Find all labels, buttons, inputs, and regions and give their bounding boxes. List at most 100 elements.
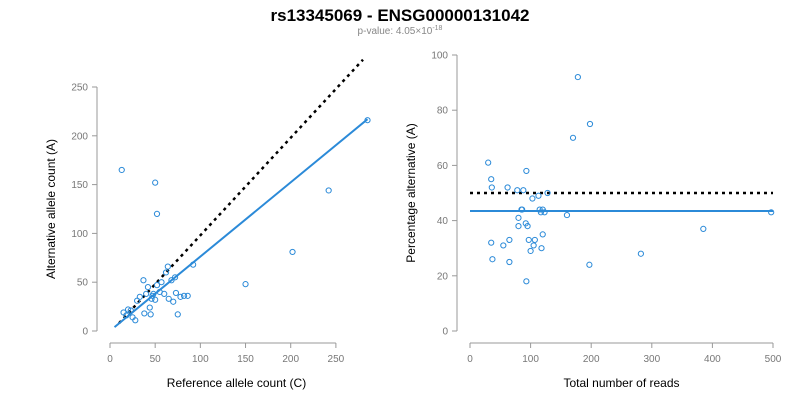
left-data-point — [364, 117, 371, 124]
right-data-point — [530, 242, 537, 249]
left-data-point — [147, 311, 154, 318]
right-data-point — [504, 184, 511, 191]
left-data-point — [158, 279, 165, 286]
right-data-point — [524, 223, 531, 230]
right-data-point — [586, 261, 593, 268]
left-data-point — [162, 269, 170, 276]
left-data-point — [161, 290, 168, 298]
left-data-point — [174, 311, 181, 318]
left-data-point — [124, 306, 132, 313]
right-x-tick-label: 300 — [643, 354, 660, 365]
right-data-point — [569, 134, 577, 141]
left-data-point — [152, 296, 159, 303]
right-data-point — [531, 236, 538, 244]
left-data-point — [132, 317, 139, 324]
left-data-point — [146, 304, 153, 311]
right-data-point — [506, 258, 513, 266]
left-x-tick-label: 0 — [107, 354, 113, 365]
right-data-point — [541, 209, 548, 216]
left-data-point — [143, 290, 150, 298]
right-data-point — [506, 236, 513, 244]
right-x-axis-label: Total number of reads — [563, 376, 679, 390]
right-data-point — [637, 250, 644, 257]
left-data-point — [136, 293, 143, 300]
left-data-point — [172, 289, 180, 297]
left-data-point — [153, 282, 161, 289]
right-data-point — [488, 239, 495, 246]
right-data-point — [525, 236, 532, 244]
left-data-point — [180, 292, 188, 299]
right-data-point — [768, 209, 775, 216]
right-data-point — [535, 192, 542, 199]
left-scatter-panel: 0 50 100 150 200 250 0 50 100 150 200 250 Reference … — [44, 58, 371, 390]
left-data-point — [289, 248, 296, 256]
chart-title: rs13345069 - ENSG00000131042 — [271, 6, 530, 25]
left-data-point — [127, 307, 134, 314]
left-y-tick-label: 150 — [71, 180, 88, 191]
left-data-point — [140, 277, 147, 284]
left-data-point — [153, 210, 161, 217]
left-data-point — [190, 261, 197, 268]
right-data-point — [519, 206, 526, 213]
right-data-point — [544, 189, 551, 197]
right-data-point — [700, 225, 707, 232]
right-y-axis-label: Percentage alternative (A) — [404, 123, 418, 262]
left-y-axis-label: Alternative allele count (A) — [44, 139, 58, 279]
left-x-tick-label: 100 — [192, 354, 209, 365]
right-data-point — [489, 256, 496, 263]
left-data-point — [165, 295, 172, 302]
subtitle-exponent: -18 — [432, 25, 442, 32]
right-x-tick-label: 100 — [522, 354, 539, 365]
right-scatter-panel: 0 20 40 60 80 100 0 100 200 300 400 500 Total number… — [404, 51, 782, 391]
left-data-point — [141, 310, 148, 317]
left-y-tick-label: 250 — [71, 83, 88, 94]
right-data-point — [515, 223, 522, 230]
left-x-axis-label: Reference allele count (C) — [167, 376, 306, 390]
right-data-point — [488, 184, 495, 191]
subtitle-prefix: p-value: 4.05×10 — [358, 26, 433, 37]
right-x-tick-label: 500 — [765, 354, 782, 365]
right-data-point — [485, 159, 492, 166]
left-data-point — [150, 290, 157, 298]
left-x-tick-label: 200 — [282, 354, 299, 365]
left-x-tick-label: 50 — [150, 354, 162, 365]
right-y-tick-label: 0 — [442, 327, 448, 338]
right-data-point — [529, 195, 536, 202]
left-x-tick-label: 250 — [328, 354, 345, 365]
right-data-point — [515, 214, 522, 221]
right-data-point — [563, 211, 571, 219]
right-y-tick-label: 100 — [431, 51, 448, 62]
left-x-tick-label: 150 — [237, 354, 254, 365]
right-data-point — [523, 278, 530, 285]
left-data-point — [164, 263, 171, 270]
left-data-point — [152, 179, 159, 186]
right-data-point — [500, 242, 507, 249]
right-data-point — [574, 73, 581, 81]
right-data-point — [539, 231, 546, 238]
left-data-point — [123, 312, 130, 319]
right-x-tick-label: 200 — [583, 354, 600, 365]
left-y-tick-label: 100 — [71, 229, 88, 240]
right-y-tick-label: 20 — [437, 271, 449, 282]
right-data-point — [586, 120, 594, 128]
left-data-point — [144, 283, 152, 291]
left-data-point — [118, 166, 125, 174]
left-data-point — [171, 274, 179, 281]
left-data-point — [177, 293, 184, 300]
right-x-tick-label: 400 — [704, 354, 721, 365]
chart-subtitle: p-value: 4.05×10-18 — [358, 25, 443, 37]
left-data-point — [325, 187, 332, 194]
right-data-point — [538, 245, 545, 252]
right-data-point — [520, 187, 527, 194]
right-data-point — [488, 176, 495, 183]
left-data-point — [170, 298, 177, 305]
right-data-point — [514, 187, 521, 194]
right-data-point — [523, 167, 530, 175]
left-y-tick-label: 200 — [71, 131, 88, 142]
right-y-tick-label: 60 — [437, 161, 449, 172]
right-data-point — [527, 247, 534, 255]
left-data-point — [184, 292, 191, 299]
right-y-tick-label: 40 — [437, 216, 449, 227]
right-y-tick-label: 80 — [437, 106, 449, 117]
